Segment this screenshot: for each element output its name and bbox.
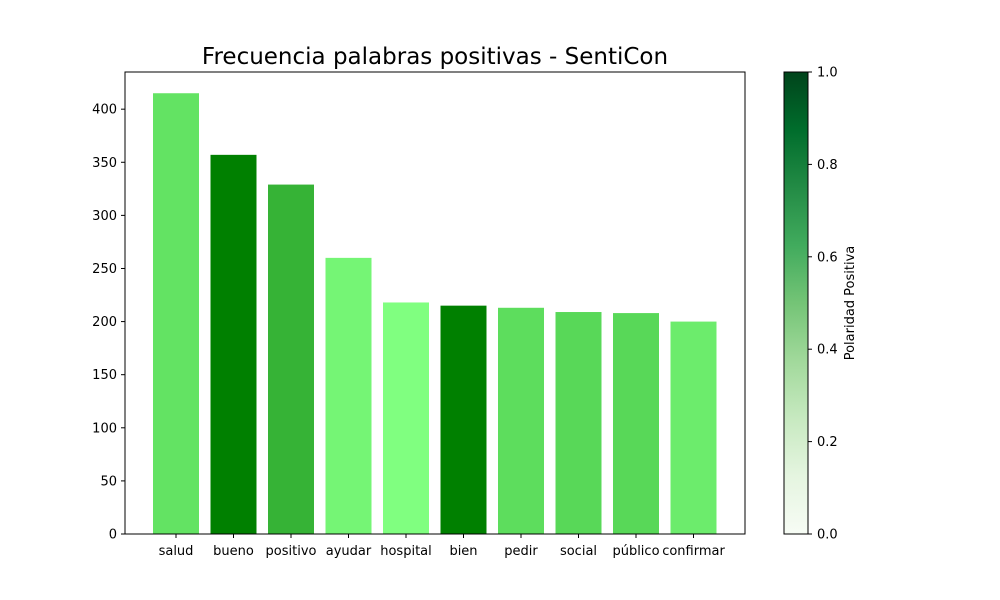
y-tick-label: 250 [92,262,117,277]
colorbar-tick-label: 0.2 [817,435,838,450]
y-tick-label: 200 [92,315,117,330]
x-tick-label: ayudar [326,544,372,559]
bar-confirmar [670,321,717,534]
bar-público [613,313,659,534]
plot-frame [124,71,746,535]
x-tick-label: hospital [380,544,432,559]
bar-bien [440,305,487,534]
bar-positivo [268,184,314,534]
colorbar: 0.0 0.2 0.4 0.6 0.8 1.0 Polaridad Positiva [783,66,858,543]
colorbar-ticks: 0.0 0.2 0.4 0.6 0.8 1.0 [808,66,838,543]
colorbar-label: Polaridad Positiva [843,246,858,361]
x-axis: salud bueno positivo ayudar hospital bien pedi… [159,534,725,559]
bar-salud [153,93,199,534]
y-tick-label: 150 [92,368,117,383]
colorbar-tick-label: 0.8 [817,158,838,173]
bar-hospital [383,302,429,534]
bar-social [555,312,602,534]
x-tick-label: pedir [504,544,538,559]
bar-ayudar [325,257,372,534]
bar-pedir [498,307,544,534]
y-tick-label: 400 [92,103,117,118]
colorbar-tick-label: 0.6 [817,250,838,265]
colorbar-tick-label: 1.0 [817,66,838,81]
chart-title: Frecuencia palabras positivas - SentiCon [202,44,668,70]
x-tick-label: confirmar [662,544,725,559]
colorbar-gradient [783,71,809,535]
bars-group [153,93,717,535]
y-tick-label: 100 [92,421,117,436]
y-tick-label: 300 [92,209,117,224]
colorbar-tick-label: 0.4 [817,343,838,358]
x-tick-label: social [560,544,597,559]
y-tick-label: 350 [92,156,117,171]
x-tick-label: salud [159,544,194,559]
y-tick-label: 0 [109,528,117,543]
x-tick-label: positivo [266,544,317,559]
x-tick-label: público [612,544,659,559]
y-tick-label: 50 [100,474,117,489]
colorbar-tick-label: 0.0 [817,528,838,543]
x-tick-label: bien [449,544,477,559]
bar-bueno [210,154,257,535]
y-axis: 0 50 100 150 200 250 300 350 400 [92,103,125,543]
x-tick-label: bueno [213,544,254,559]
